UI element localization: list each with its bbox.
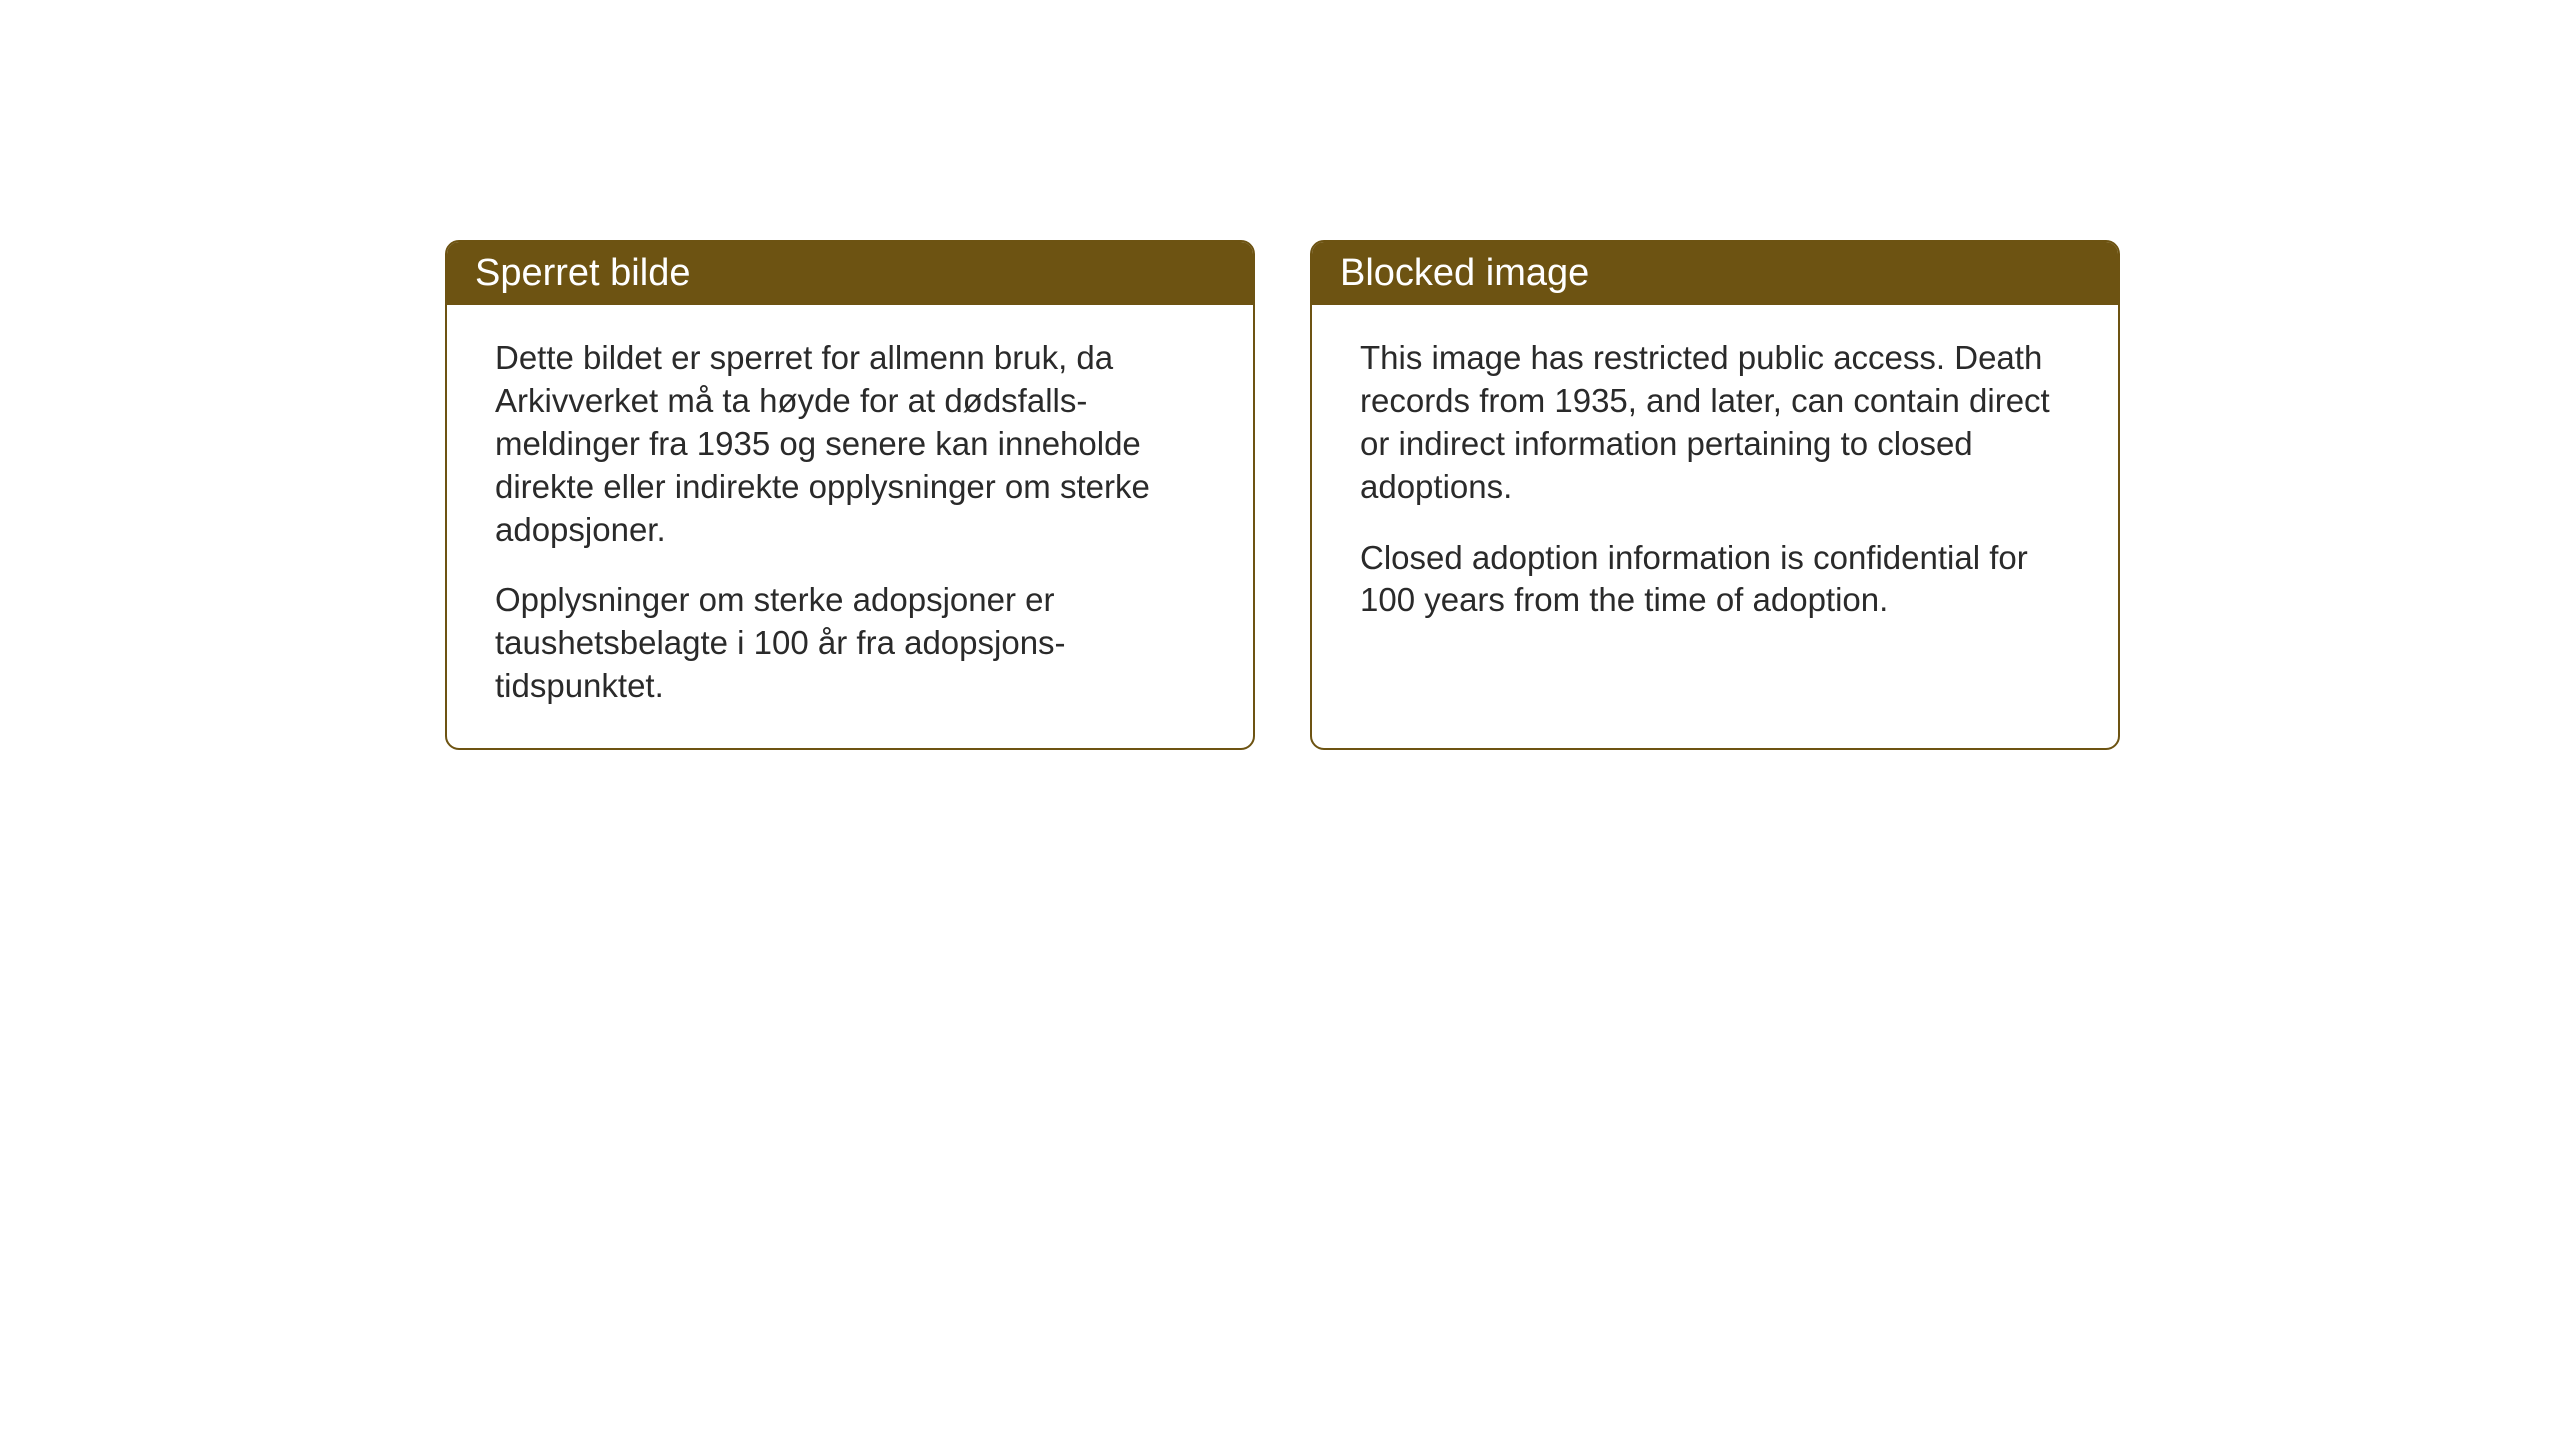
- paragraph-2-english: Closed adoption information is confident…: [1360, 537, 2070, 623]
- card-header-english: Blocked image: [1312, 242, 2118, 305]
- paragraph-1-english: This image has restricted public access.…: [1360, 337, 2070, 509]
- card-english: Blocked image This image has restricted …: [1310, 240, 2120, 750]
- paragraph-2-norwegian: Opplysninger om sterke adopsjoner er tau…: [495, 579, 1205, 708]
- card-body-norwegian: Dette bildet er sperret for allmenn bruk…: [447, 305, 1253, 748]
- cards-container: Sperret bilde Dette bildet er sperret fo…: [445, 240, 2120, 750]
- card-header-norwegian: Sperret bilde: [447, 242, 1253, 305]
- card-norwegian: Sperret bilde Dette bildet er sperret fo…: [445, 240, 1255, 750]
- card-body-english: This image has restricted public access.…: [1312, 305, 2118, 662]
- paragraph-1-norwegian: Dette bildet er sperret for allmenn bruk…: [495, 337, 1205, 551]
